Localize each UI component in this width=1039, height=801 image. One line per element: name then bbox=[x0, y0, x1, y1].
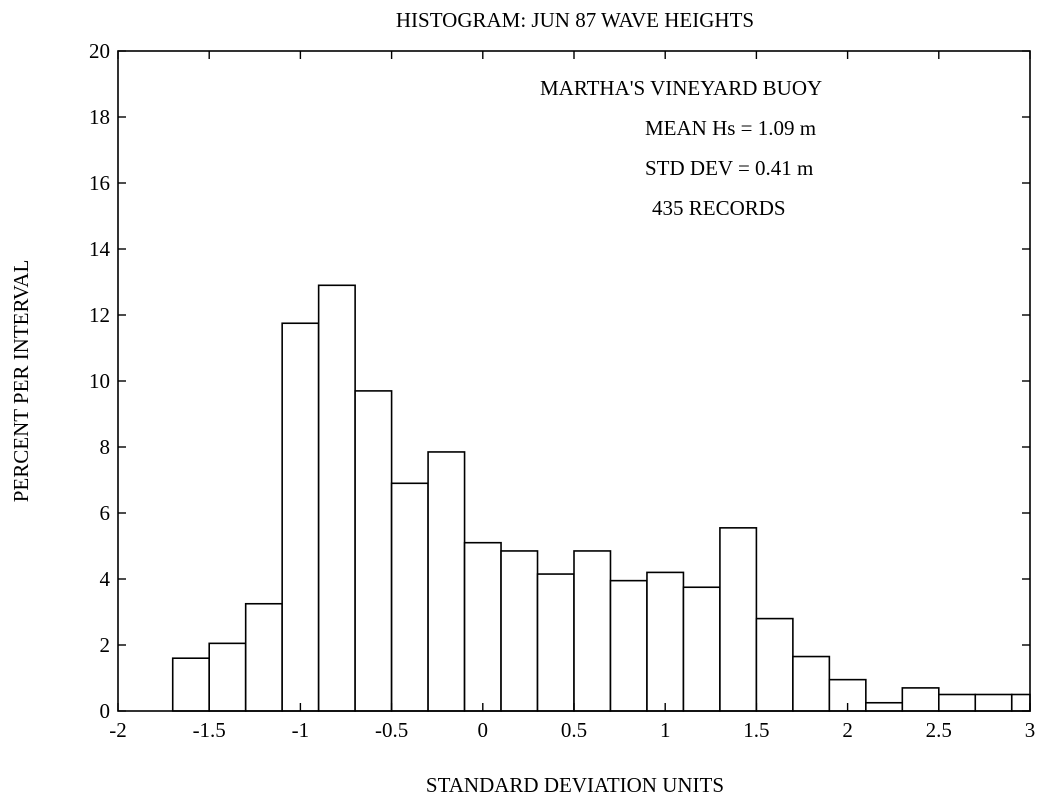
x-tick-label: 2.5 bbox=[926, 718, 952, 742]
x-tick-label: -0.5 bbox=[375, 718, 408, 742]
x-tick-label: -1 bbox=[292, 718, 310, 742]
histogram-bar bbox=[354, 390, 393, 712]
histogram-bar bbox=[1010, 693, 1031, 712]
histogram-bar bbox=[865, 701, 904, 712]
y-tick-label: 20 bbox=[89, 39, 110, 63]
annotation-records: 435 RECORDS bbox=[652, 196, 786, 220]
histogram-bar bbox=[171, 657, 211, 712]
histogram-bar bbox=[792, 655, 831, 712]
annotation-mean: MEAN Hs = 1.09 m bbox=[645, 116, 816, 140]
y-tick-label: 18 bbox=[89, 105, 110, 129]
y-tick-label: 12 bbox=[89, 303, 110, 327]
histogram-bar bbox=[901, 687, 940, 712]
annotation-block: MARTHA'S VINEYARD BUOY MEAN Hs = 1.09 m … bbox=[540, 76, 822, 220]
y-tick-label: 4 bbox=[100, 567, 111, 591]
x-tick-label: 2 bbox=[842, 718, 853, 742]
x-tick-label: 0.5 bbox=[561, 718, 587, 742]
x-tick-label: -1.5 bbox=[193, 718, 226, 742]
bars-group bbox=[171, 284, 1031, 712]
x-tick-label: 3 bbox=[1025, 718, 1036, 742]
x-tick-label: -2 bbox=[109, 718, 127, 742]
x-axis-label: STANDARD DEVIATION UNITS bbox=[426, 773, 724, 797]
histogram-bar bbox=[500, 550, 539, 712]
histogram-bar bbox=[536, 573, 575, 712]
histogram-bar bbox=[719, 527, 758, 712]
annotation-buoy: MARTHA'S VINEYARD BUOY bbox=[540, 76, 822, 100]
y-tick-label: 8 bbox=[100, 435, 111, 459]
y-axis-label: PERCENT PER INTERVAL bbox=[9, 260, 33, 503]
y-tick-label: 14 bbox=[89, 237, 111, 261]
histogram-bar bbox=[755, 617, 794, 712]
y-tick-label: 16 bbox=[89, 171, 110, 195]
y-tick-label: 2 bbox=[100, 633, 111, 657]
histogram-bar bbox=[427, 451, 466, 712]
y-tick-label: 6 bbox=[100, 501, 111, 525]
x-tick-label: 1 bbox=[660, 718, 671, 742]
histogram-bar bbox=[244, 602, 283, 712]
x-tick-label: 0 bbox=[478, 718, 489, 742]
histogram-bar bbox=[390, 482, 429, 712]
y-tick-label: 0 bbox=[100, 699, 111, 723]
histogram-bar bbox=[573, 550, 612, 712]
histogram-bar bbox=[208, 642, 247, 712]
chart-title: HISTOGRAM: JUN 87 WAVE HEIGHTS bbox=[396, 8, 754, 32]
annotation-std-dev: STD DEV = 0.41 m bbox=[645, 156, 813, 180]
histogram-bar bbox=[317, 284, 356, 712]
y-tick-label: 10 bbox=[89, 369, 110, 393]
histogram-bar bbox=[609, 579, 648, 712]
histogram-bar bbox=[463, 541, 502, 712]
histogram-bar bbox=[646, 571, 685, 712]
histogram-bar bbox=[682, 586, 721, 712]
histogram-bar bbox=[937, 693, 977, 712]
x-axis: -2 -1.5 -1 -0.5 0 0.5 1 1.5 2 2.5 3 bbox=[109, 51, 1035, 742]
histogram-bar bbox=[974, 693, 1013, 712]
histogram-bar bbox=[281, 322, 320, 712]
x-tick-label: 1.5 bbox=[743, 718, 769, 742]
y-axis: 0 2 4 6 8 10 12 14 16 18 20 bbox=[89, 39, 1030, 723]
